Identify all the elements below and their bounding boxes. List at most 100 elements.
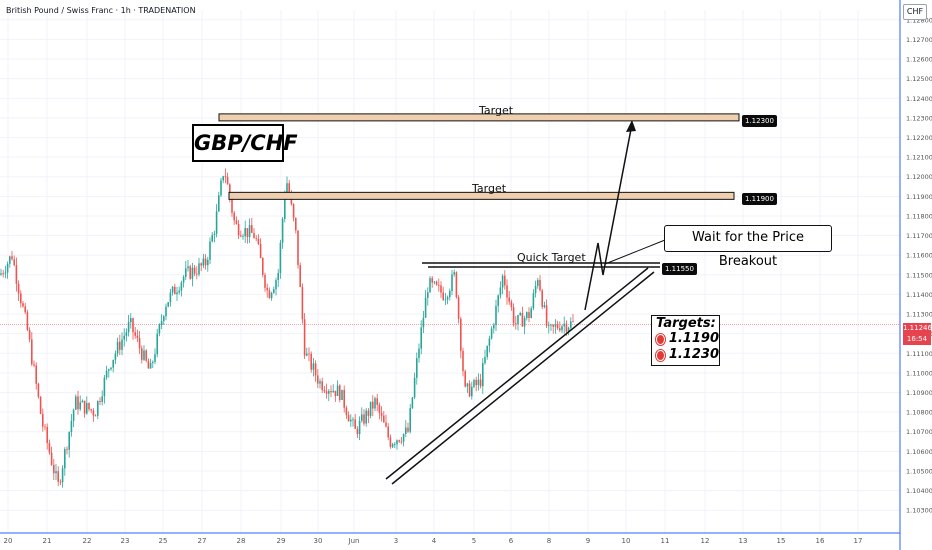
candle-body — [277, 272, 279, 281]
candle-body — [251, 225, 253, 233]
currency-badge[interactable]: CHF — [903, 4, 927, 20]
candle-body — [317, 375, 319, 384]
candle-body — [125, 332, 128, 336]
candle-body — [314, 363, 317, 376]
candle-body — [92, 410, 95, 416]
candle-body — [330, 390, 332, 393]
y-tick-label: 1.11100 — [906, 350, 932, 358]
candle-body — [334, 390, 337, 396]
candle-body — [213, 233, 216, 236]
candle-body — [101, 396, 103, 402]
candle-body — [262, 258, 264, 275]
candle-body — [336, 385, 339, 396]
current-price-value: 1.11246 — [903, 324, 932, 332]
y-tick-label: 1.12700 — [906, 36, 932, 44]
candle-body — [295, 217, 297, 231]
arrow-head-icon — [626, 120, 636, 132]
y-tick-label: 1.12000 — [906, 173, 932, 181]
candle-body — [57, 471, 59, 482]
candle-body — [510, 301, 513, 308]
candle-body — [193, 267, 196, 274]
candle-body — [20, 293, 22, 304]
candle-body — [204, 258, 207, 266]
y-tick-label: 1.11900 — [906, 193, 932, 201]
candle-body — [24, 306, 26, 313]
candle-body — [55, 471, 57, 474]
x-tick-label: 13 — [739, 537, 748, 545]
candle-body — [88, 402, 90, 410]
candle-body — [444, 299, 447, 301]
x-tick-label: Jun — [348, 537, 360, 545]
candle-body — [200, 263, 202, 266]
y-tick-label: 1.11500 — [906, 271, 932, 279]
y-tick-label: 1.11400 — [906, 291, 932, 299]
x-tick-label: 29 — [277, 537, 286, 545]
y-tick-label: 1.12300 — [906, 114, 932, 122]
candle-body — [438, 284, 440, 286]
x-tick-label: 22 — [83, 537, 92, 545]
candle-body — [83, 400, 86, 414]
candle-body — [462, 350, 464, 372]
candle-body — [35, 365, 37, 384]
candle-body — [385, 422, 387, 427]
candle-body — [187, 266, 189, 269]
candle-body — [468, 383, 471, 397]
y-tick-label: 1.11600 — [906, 252, 932, 260]
candle-body — [154, 354, 156, 362]
candle-body — [433, 281, 436, 283]
x-tick-label: 3 — [394, 537, 398, 545]
candle-body — [145, 350, 147, 361]
x-tick-label: 5 — [472, 537, 476, 545]
target-icon — [656, 333, 665, 345]
callout-pointer — [604, 239, 666, 265]
candle-body — [486, 345, 488, 358]
candle-body — [4, 272, 7, 274]
x-tick-label: 17 — [854, 537, 863, 545]
target-label-lower: Target — [472, 182, 507, 195]
candle-body — [182, 276, 185, 283]
candle-body — [185, 268, 187, 277]
candle-body — [358, 420, 361, 435]
candle-body — [198, 263, 200, 275]
candle-body — [387, 426, 389, 438]
y-tick-label: 1.12500 — [906, 75, 932, 83]
candle-body — [416, 358, 418, 378]
candle-body — [237, 223, 240, 236]
candle-body — [37, 383, 40, 397]
candle-body — [323, 390, 326, 392]
candle-body — [257, 238, 260, 244]
candle-body — [156, 333, 158, 355]
candle-body — [523, 318, 526, 327]
candle-body — [103, 377, 106, 397]
candle-body — [79, 402, 81, 410]
candle-body — [235, 220, 238, 224]
candle-body — [378, 404, 381, 413]
candle-body — [545, 305, 548, 326]
candle-body — [396, 440, 398, 445]
candle-body — [59, 481, 62, 483]
candle-body — [301, 286, 304, 320]
level-tag-1: 1.12300 — [742, 115, 777, 127]
candle-body — [473, 380, 475, 387]
candle-body — [541, 290, 543, 307]
candle-body — [127, 322, 130, 333]
x-tick-label: 8 — [547, 537, 551, 545]
candle-body — [389, 437, 392, 447]
candle-body — [50, 452, 53, 465]
candle-body — [147, 360, 150, 369]
x-tick-label: 11 — [661, 537, 670, 545]
candle-body — [0, 273, 2, 275]
candle-body — [343, 389, 345, 408]
candle-body — [6, 263, 9, 273]
candle-body — [405, 427, 407, 434]
candle-body — [105, 370, 108, 378]
candle-body — [207, 259, 209, 266]
y-tick-label: 1.12100 — [906, 154, 932, 162]
candle-body — [119, 341, 121, 350]
candle-body — [376, 398, 378, 405]
candle-body — [75, 396, 77, 410]
candle-body — [28, 329, 31, 340]
candle-body — [77, 396, 79, 410]
y-tick-label: 1.10600 — [906, 448, 932, 456]
